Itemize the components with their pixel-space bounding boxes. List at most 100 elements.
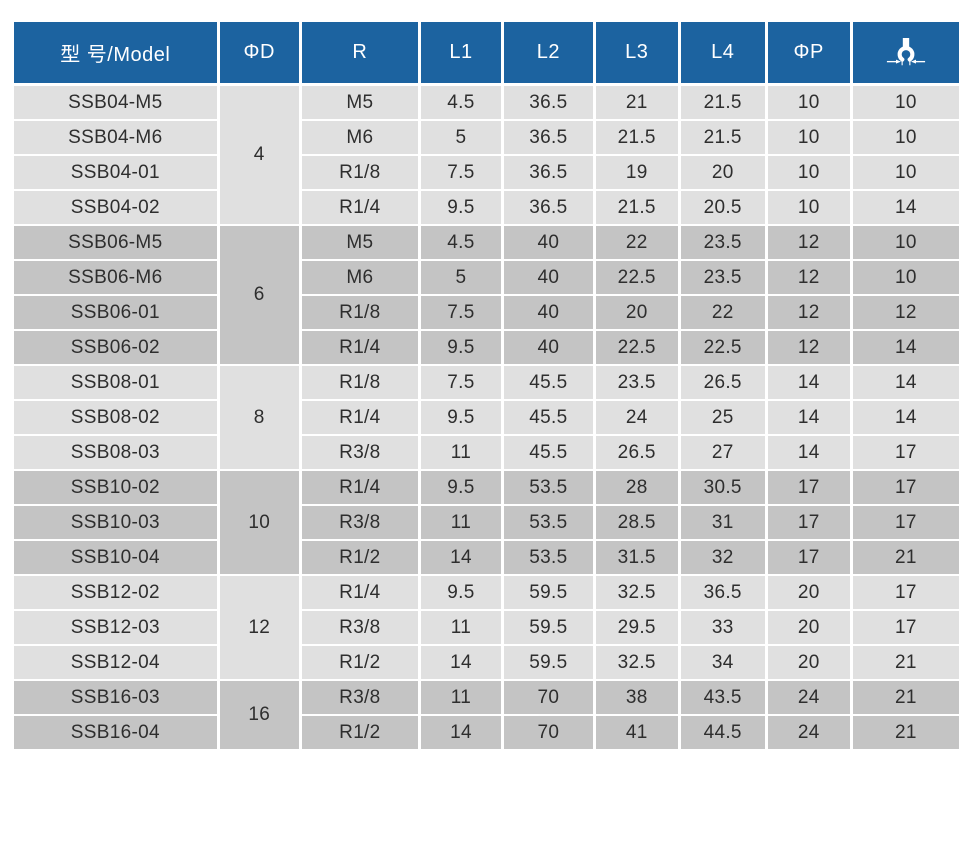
l2-cell: 45.5 [501, 399, 596, 436]
model-cell: SSB04-02 [14, 189, 220, 226]
l3-cell: 21 [592, 83, 681, 121]
table-row: SSB04-01 R1/8 7.5 36.5 19 20 10 10 [14, 154, 959, 191]
l1-cell: 9.5 [417, 574, 505, 611]
r-cell: R3/8 [298, 679, 421, 716]
l4-cell: 22.5 [677, 329, 768, 366]
l2-cell: 40 [501, 224, 596, 261]
wrench-size-cell: 14 [849, 399, 959, 436]
l3-cell: 21.5 [592, 189, 681, 226]
wrench-size-cell: 10 [849, 83, 959, 121]
phi-p-cell: 24 [764, 679, 853, 716]
model-cell: SSB08-02 [14, 399, 220, 436]
model-cell: SSB12-03 [14, 609, 220, 646]
table-row: SSB04-M6 M6 5 36.5 21.5 21.5 10 10 [14, 119, 959, 156]
l1-cell: 7.5 [417, 364, 505, 401]
l3-cell: 22.5 [592, 329, 681, 366]
l4-cell: 30.5 [677, 469, 768, 506]
wrench-size-cell: 17 [849, 504, 959, 541]
l4-cell: 20.5 [677, 189, 768, 226]
l4-cell: 36.5 [677, 574, 768, 611]
l4-cell: 23.5 [677, 224, 768, 261]
phi-p-cell: 10 [764, 189, 853, 226]
r-cell: R1/4 [298, 399, 421, 436]
r-cell: R1/4 [298, 469, 421, 506]
r-cell: M5 [298, 83, 421, 121]
table-row: SSB06-M6 M6 5 40 22.5 23.5 12 10 [14, 259, 959, 296]
l3-cell: 38 [592, 679, 681, 716]
phi-p-cell: 12 [764, 259, 853, 296]
phi-d-cell: 16 [216, 679, 302, 751]
header-cell-l1: L1 [417, 22, 505, 86]
l1-cell: 11 [417, 609, 505, 646]
r-cell: R1/8 [298, 294, 421, 331]
spec-table-body: SSB04-M5 4 M5 4.5 36.5 21 21.5 10 10 SSB04-M6 M6 5 3… [14, 83, 959, 751]
table-row: SSB12-02 12 R1/4 9.5 59.5 32.5 36.5 20 17 [14, 574, 959, 681]
l2-cell: 36.5 [501, 119, 596, 156]
model-cell: SSB10-02 [14, 469, 220, 506]
phi-p-cell: 20 [764, 609, 853, 646]
l2-cell: 36.5 [501, 154, 596, 191]
wrench-size-cell: 10 [849, 259, 959, 296]
l2-cell: 40 [501, 259, 596, 296]
r-cell: R1/2 [298, 644, 421, 681]
header-cell-phi-d: ΦD [216, 22, 302, 86]
l1-cell: 5 [417, 119, 505, 156]
wrench-size-cell: 17 [849, 434, 959, 471]
wrench-size-cell: 17 [849, 574, 959, 611]
wrench-size-cell: 14 [849, 364, 959, 401]
l2-cell: 59.5 [501, 574, 596, 611]
l3-cell: 41 [592, 714, 681, 751]
table-row: SSB06-02 R1/4 9.5 40 22.5 22.5 12 14 [14, 329, 959, 366]
l3-cell: 23.5 [592, 364, 681, 401]
r-cell: M6 [298, 119, 421, 156]
header-cell-l2: L2 [501, 22, 596, 86]
header-row: 型 号/Model ΦD R L1 L2 L3 L4 ΦP [14, 22, 959, 86]
l2-cell: 70 [501, 714, 596, 751]
l1-cell: 14 [417, 644, 505, 681]
model-cell: SSB08-01 [14, 364, 220, 401]
wrench-size-cell: 14 [849, 329, 959, 366]
l2-cell: 40 [501, 329, 596, 366]
wrench-size-cell: 10 [849, 119, 959, 156]
phi-p-cell: 10 [764, 83, 853, 121]
l1-cell: 4.5 [417, 224, 505, 261]
l1-cell: 11 [417, 504, 505, 541]
r-cell: R1/8 [298, 154, 421, 191]
model-cell: SSB12-04 [14, 644, 220, 681]
wrench-size-cell: 10 [849, 224, 959, 261]
table-row: SSB04-02 R1/4 9.5 36.5 21.5 20.5 10 14 [14, 189, 959, 226]
model-cell: SSB16-04 [14, 714, 220, 751]
wrench-size-cell: 17 [849, 609, 959, 646]
l4-cell: 20 [677, 154, 768, 191]
header-cell-wrench [849, 22, 959, 86]
l3-cell: 29.5 [592, 609, 681, 646]
r-cell: R1/2 [298, 539, 421, 576]
phi-p-cell: 12 [764, 294, 853, 331]
table-row: SSB10-02 10 R1/4 9.5 53.5 28 30.5 17 17 [14, 469, 959, 576]
table-row: SSB16-04 R1/2 14 70 41 44.5 24 21 [14, 714, 959, 751]
table-row: SSB08-02 R1/4 9.5 45.5 24 25 14 14 [14, 399, 959, 436]
phi-p-cell: 14 [764, 399, 853, 436]
r-cell: R1/2 [298, 714, 421, 751]
model-cell: SSB10-03 [14, 504, 220, 541]
l1-cell: 7.5 [417, 154, 505, 191]
phi-p-cell: 17 [764, 504, 853, 541]
model-cell: SSB04-M5 [14, 83, 220, 121]
l3-cell: 24 [592, 399, 681, 436]
model-cell: SSB12-02 [14, 574, 220, 611]
header-cell-r: R [298, 22, 421, 86]
l3-cell: 32.5 [592, 574, 681, 611]
header-cell-phi-p: ΦP [764, 22, 853, 86]
table-row: SSB06-01 R1/8 7.5 40 20 22 12 12 [14, 294, 959, 331]
r-cell: R3/8 [298, 609, 421, 646]
l1-cell: 9.5 [417, 329, 505, 366]
l2-cell: 53.5 [501, 539, 596, 576]
spec-table-container: 型 号/Model ΦD R L1 L2 L3 L4 ΦP [14, 22, 959, 751]
l4-cell: 44.5 [677, 714, 768, 751]
r-cell: R1/4 [298, 189, 421, 226]
wrench-size-cell: 21 [849, 679, 959, 716]
wrench-size-cell: 21 [849, 714, 959, 751]
phi-d-cell: 10 [216, 469, 302, 576]
l3-cell: 22 [592, 224, 681, 261]
model-cell: SSB06-M5 [14, 224, 220, 261]
